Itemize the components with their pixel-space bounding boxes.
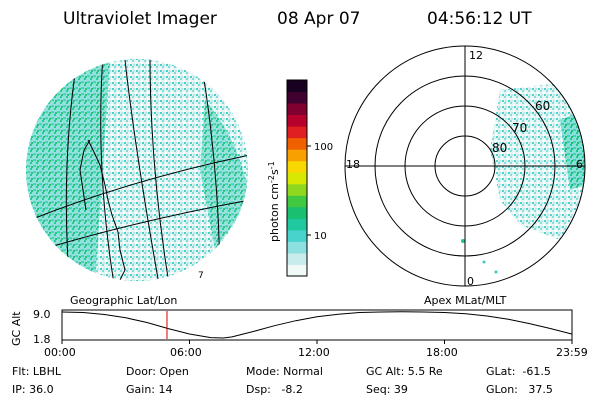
- colorbar-band: [287, 241, 307, 254]
- colorbar-band: [287, 160, 307, 173]
- observation-date: 08 Apr 07: [277, 9, 360, 29]
- colorbar-band: [287, 206, 307, 219]
- colorbar-band: [287, 80, 307, 93]
- colorbar-band: [287, 264, 307, 277]
- instrument-title: Ultraviolet Imager: [63, 9, 217, 29]
- observation-time: 04:56:12 UT: [427, 9, 532, 29]
- status-dsp: Dsp: -8.2: [246, 383, 303, 396]
- x-tick-1800: 18:00: [426, 346, 458, 359]
- mlat-label-80: 80: [492, 141, 507, 155]
- status-filter: Flt: LBHL: [12, 365, 62, 378]
- colorbar-bands: [287, 80, 307, 277]
- colorbar-band: [287, 137, 307, 150]
- colorbar-band: [287, 172, 307, 185]
- mlat-label-70: 70: [512, 121, 527, 135]
- colorbar-band: [287, 103, 307, 116]
- x-tick-2359: 23:59: [556, 346, 588, 359]
- status-gain: Gain: 14: [126, 383, 173, 396]
- mlt-label-noon: 12: [469, 49, 483, 62]
- coastline: [79, 139, 126, 281]
- status-ip: IP: 36.0: [12, 383, 54, 396]
- status-sequence: Seq: 39: [366, 383, 408, 396]
- status-geo-latitude: GLat: -61.5: [486, 365, 551, 378]
- map-marker-label: 7: [198, 271, 204, 281]
- status-mode: Mode: Normal: [246, 365, 323, 378]
- polar-plot-panel: 12 18 6 0 60 70 80: [344, 45, 586, 288]
- colorbar-band: [287, 195, 307, 208]
- colorbar-band: [287, 114, 307, 127]
- altitude-x-ticks: [61, 340, 573, 344]
- colorbar-band: [287, 252, 307, 265]
- status-gc-altitude: GC Alt: 5.5 Re: [366, 365, 443, 378]
- altitude-axis-label: GC Alt: [10, 311, 23, 346]
- geographic-image-panel: 7: [26, 59, 248, 281]
- altitude-plot: GC Alt 9.0 1.8 00:00 06:00 12:00 18:00 2…: [10, 308, 588, 359]
- right-panel-caption: Apex MLat/MLT: [424, 294, 507, 307]
- altitude-tick-max: 9.0: [33, 308, 51, 321]
- colorbar-band: [287, 229, 307, 242]
- mlt-label-dusk: 18: [346, 158, 360, 171]
- x-tick-1200: 12:00: [298, 346, 330, 359]
- colorbar-band: [287, 183, 307, 196]
- altitude-tick-min: 1.8: [33, 333, 51, 346]
- colorbar-band: [287, 149, 307, 162]
- x-tick-0000: 00:00: [44, 346, 76, 359]
- colorbar-tick-10: 10: [314, 231, 327, 242]
- x-tick-0600: 06:00: [170, 346, 202, 359]
- mlt-label-midnight: 0: [467, 275, 474, 288]
- status-geo-longitude: GLon: 37.5: [486, 383, 553, 396]
- colorbar-unit-label: photon cm-2s-1: [267, 161, 281, 242]
- colorbar: 100 10 photon cm-2s-1: [267, 79, 333, 277]
- colorbar-band: [287, 91, 307, 104]
- status-footer: Flt: LBHL IP: 36.0 Door: Open Gain: 14 M…: [12, 365, 553, 396]
- polar-grid: [344, 45, 586, 287]
- status-door: Door: Open: [126, 365, 189, 378]
- colorbar-band: [287, 126, 307, 139]
- mlt-label-dawn: 6: [576, 158, 583, 171]
- colorbar-tick-100: 100: [314, 142, 333, 153]
- altitude-trace: [61, 311, 572, 339]
- left-panel-caption: Geographic Lat/Lon: [70, 294, 177, 307]
- colorbar-band: [287, 218, 307, 231]
- mlat-label-60: 60: [535, 99, 550, 113]
